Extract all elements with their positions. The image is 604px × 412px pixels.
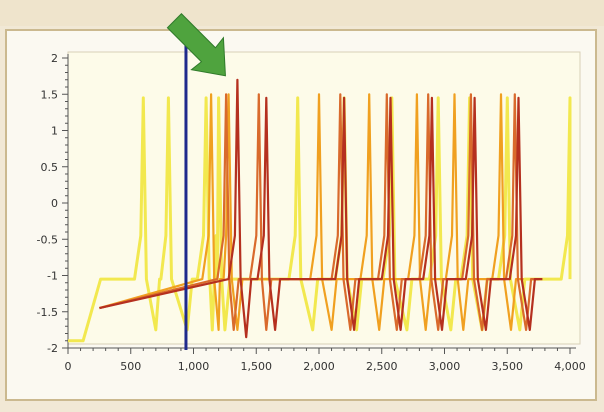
y-tick-label: 0.5	[41, 161, 59, 174]
axes: 0 500 1,000 1,500 2,000 2,500 3,000 3,500 4,000 -…	[37, 52, 586, 373]
x-tick-label: 0	[65, 360, 72, 373]
series-3-peak-point	[257, 93, 260, 96]
series-2-peak-point	[318, 93, 320, 96]
series-1-peak-point	[217, 97, 220, 99]
series-1-peak-point	[506, 97, 509, 99]
x-tick-label: 1,000	[178, 360, 210, 373]
series-1-peak-point	[437, 97, 440, 99]
x-tick-label: 4,000	[554, 360, 586, 373]
series-3-peak-point	[339, 93, 342, 96]
y-tick-label: 1.5	[41, 88, 59, 101]
series-2-peak-point	[500, 93, 502, 96]
series-line-2	[99, 93, 524, 331]
series-2-peak-point	[210, 93, 212, 96]
y-tick-label: -1	[47, 270, 58, 283]
series-2-peak-point	[368, 93, 371, 96]
series-1-peak-point	[167, 97, 170, 99]
arrow-annotation	[166, 13, 226, 77]
y-tick-label: -0.5	[37, 233, 58, 246]
series-2-peak-point	[227, 93, 230, 96]
series-layer	[68, 78, 572, 343]
series-3-peak-point	[427, 93, 429, 96]
series-4-peak-point	[343, 97, 345, 99]
x-tick-label: 3,000	[429, 360, 461, 373]
series-4-peak-point	[473, 97, 476, 99]
y-tick-label: -1.5	[37, 306, 58, 319]
x-tick-label: 500	[120, 360, 141, 373]
y-tick-label: 1	[51, 125, 58, 138]
series-4-peak-point	[431, 97, 433, 99]
series-3-peak-point	[225, 93, 227, 96]
series-4-peak-point	[236, 78, 239, 81]
y-tick-label: 0	[51, 197, 58, 210]
x-tick-label: 3,500	[492, 360, 524, 373]
green-arrow-icon	[166, 13, 226, 77]
x-tick-label: 2,000	[303, 360, 335, 373]
y-tick-label: -2	[47, 342, 58, 355]
y-tick-label: 2	[51, 52, 58, 65]
series-4-peak-point	[265, 97, 268, 99]
series-1-peak-point	[142, 97, 145, 99]
series-4-peak-point	[517, 97, 520, 99]
series-4-peak-point	[389, 97, 392, 99]
series-line-4	[99, 78, 543, 339]
series-3-peak-point	[513, 93, 516, 96]
series-1-peak-point	[569, 97, 571, 99]
series-3-peak-point	[385, 93, 388, 96]
series-1-peak-point	[205, 97, 207, 99]
annotations	[166, 13, 226, 350]
series-2-peak-point	[453, 93, 456, 96]
series-1-peak-point	[296, 97, 299, 99]
x-tick-label: 2,500	[366, 360, 398, 373]
window-top-bar	[0, 0, 604, 26]
series-3-peak-point	[470, 93, 472, 96]
x-tick-label: 1,500	[241, 360, 273, 373]
series-2-peak-point	[416, 93, 418, 96]
